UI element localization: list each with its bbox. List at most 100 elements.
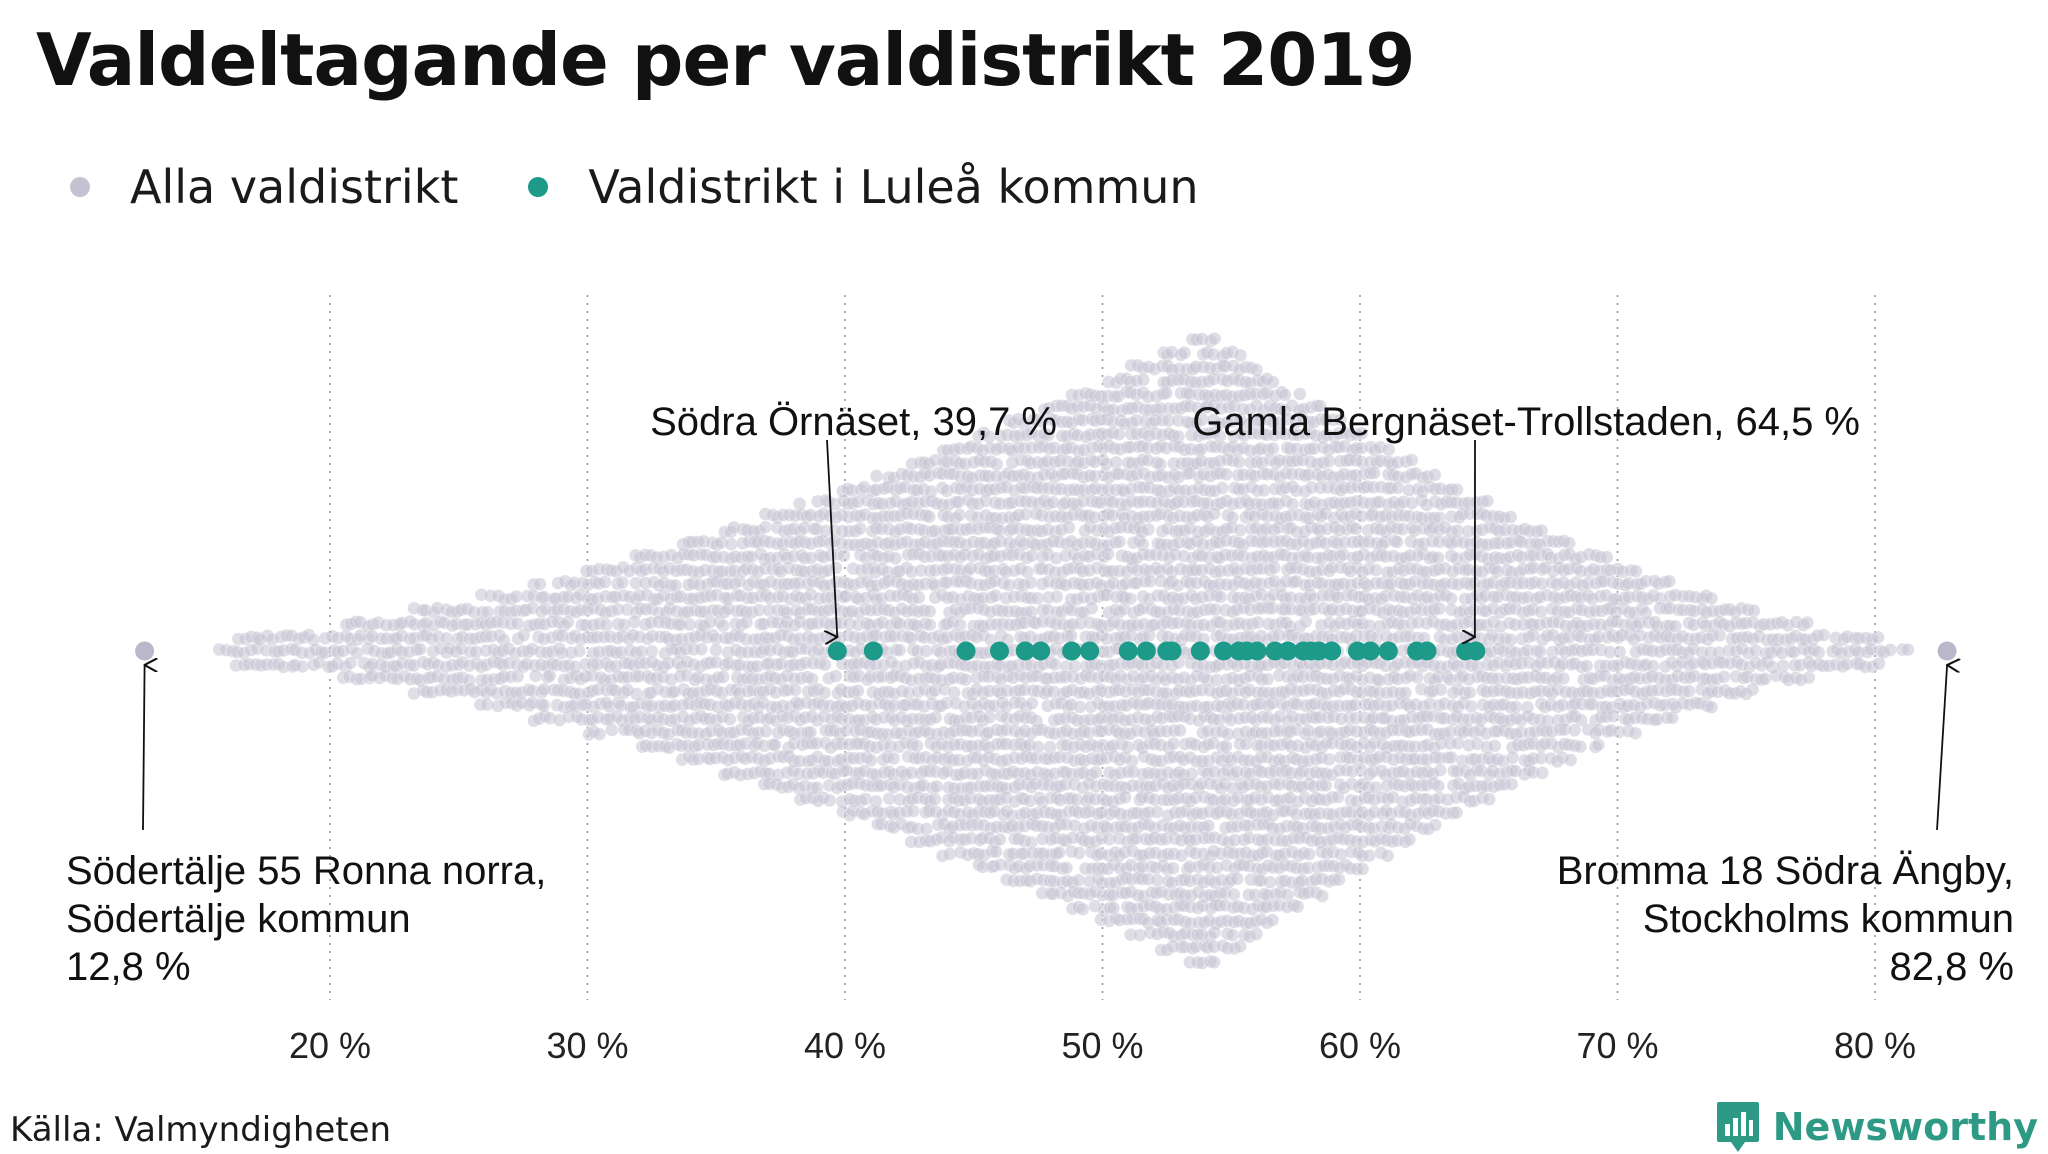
- all-district-point: [1063, 521, 1076, 534]
- all-district-point: [993, 833, 1006, 846]
- all-district-point: [1323, 753, 1336, 766]
- all-district-point: [953, 508, 966, 521]
- all-district-point: [1356, 863, 1369, 876]
- all-district-point: [1053, 846, 1066, 859]
- all-district-point: [1333, 873, 1346, 886]
- all-district-point: [854, 522, 867, 535]
- all-district-point: [1160, 387, 1173, 400]
- all-district-point: [768, 739, 781, 752]
- all-district-point: [511, 617, 524, 630]
- all-district-point: [414, 643, 427, 656]
- all-district-point: [1060, 861, 1073, 874]
- all-district-point: [929, 711, 942, 724]
- all-district-point: [1505, 778, 1518, 791]
- all-district-point: [1433, 602, 1446, 615]
- all-district-point: [852, 684, 865, 697]
- all-district-point: [923, 510, 936, 523]
- all-district-point: [1024, 576, 1037, 589]
- all-district-point: [954, 619, 967, 632]
- all-district-point: [1113, 535, 1126, 548]
- all-district-point: [695, 643, 708, 656]
- all-district-point: [534, 578, 547, 591]
- all-district-point: [923, 605, 936, 618]
- all-district-point: [1065, 629, 1078, 642]
- all-district-point: [1428, 468, 1441, 481]
- all-district-point: [1504, 511, 1517, 524]
- all-district-point: [1465, 700, 1478, 713]
- all-district-point: [717, 619, 730, 632]
- all-district-point: [616, 576, 629, 589]
- all-district-point: [1563, 537, 1576, 550]
- all-district-point: [865, 754, 878, 767]
- all-district-point: [1089, 766, 1102, 779]
- all-district-point: [1174, 724, 1187, 737]
- all-district-point: [1350, 522, 1363, 535]
- all-district-point: [907, 805, 920, 818]
- all-district-point: [1381, 849, 1394, 862]
- all-district-point: [1050, 590, 1063, 603]
- all-district-point: [1434, 683, 1447, 696]
- all-district-point: [1085, 602, 1098, 615]
- all-district-point: [1102, 548, 1115, 561]
- all-district-point: [1226, 929, 1239, 942]
- all-district-point: [710, 644, 723, 657]
- all-district-point: [1434, 764, 1447, 777]
- all-district-point: [593, 728, 606, 741]
- all-district-point: [1266, 914, 1279, 927]
- all-district-point: [1316, 890, 1329, 903]
- all-district-point: [1267, 442, 1280, 455]
- all-district-point: [1142, 523, 1155, 536]
- all-district-point: [1137, 373, 1150, 386]
- all-district-point: [1504, 633, 1517, 646]
- all-district-point: [1405, 454, 1418, 467]
- all-district-point: [1363, 849, 1376, 862]
- all-district-point: [1233, 456, 1246, 469]
- all-district-point: [1403, 833, 1416, 846]
- all-district-point: [1506, 751, 1519, 764]
- all-district-point: [1178, 346, 1191, 359]
- all-district-point: [930, 780, 943, 793]
- all-district-point: [920, 823, 933, 836]
- all-district-point: [1076, 903, 1089, 916]
- all-district-point: [1049, 658, 1062, 671]
- all-district-point: [923, 618, 936, 631]
- all-district-point: [1073, 847, 1086, 860]
- all-district-point: [1580, 660, 1593, 673]
- all-district-point: [1509, 700, 1522, 713]
- all-district-point: [600, 618, 613, 631]
- all-district-point: [1368, 467, 1381, 480]
- all-district-point: [1557, 672, 1570, 685]
- all-district-point: [983, 711, 996, 724]
- all-district-point: [823, 794, 836, 807]
- all-district-point: [1429, 819, 1442, 832]
- all-district-point: [819, 658, 832, 671]
- all-district-point: [1481, 495, 1494, 508]
- all-district-point: [1167, 862, 1180, 875]
- all-district-point: [1202, 819, 1215, 832]
- all-district-point: [628, 616, 641, 629]
- all-district-point: [1231, 872, 1244, 885]
- all-district-point: [887, 752, 900, 765]
- all-district-point: [889, 552, 902, 565]
- all-district-point: [723, 713, 736, 726]
- all-district-point: [1214, 590, 1227, 603]
- all-district-point: [1483, 793, 1496, 806]
- all-district-point: [870, 470, 883, 483]
- all-district-point: [1119, 791, 1132, 804]
- all-district-point: [1220, 468, 1233, 481]
- all-district-point: [760, 725, 773, 738]
- all-district-point: [1124, 592, 1137, 605]
- all-district-point: [1488, 739, 1501, 752]
- all-district-point: [717, 671, 730, 684]
- all-district-point: [1303, 848, 1316, 861]
- all-district-point: [1463, 686, 1476, 699]
- all-district-point: [911, 739, 924, 752]
- all-district-point: [1208, 332, 1221, 345]
- all-district-point: [1228, 888, 1241, 901]
- all-district-point: [605, 724, 618, 737]
- all-district-point: [990, 458, 1003, 471]
- all-district-point: [1382, 443, 1395, 456]
- all-district-point: [1291, 900, 1304, 913]
- all-district-point: [1261, 673, 1274, 686]
- all-district-point: [1564, 754, 1577, 767]
